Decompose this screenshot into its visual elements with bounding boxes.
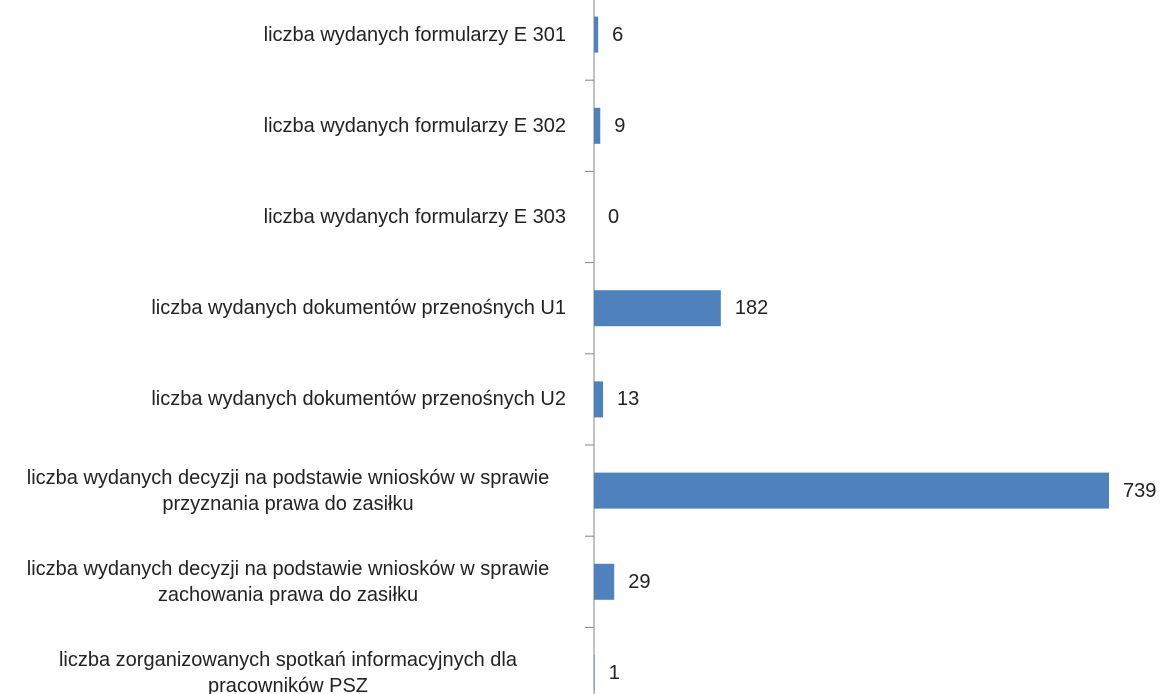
category-label: liczba wydanych decyzji na podstawie wni… <box>0 556 566 608</box>
category-label-text: liczba wydanych formularzy E 302 <box>263 114 566 137</box>
category-label: liczba wydanych formularzy E 302 <box>0 113 566 139</box>
category-label-text: liczba wydanych formularzy E 301 <box>263 23 566 46</box>
category-label-text: liczba wydanych formularzy E 303 <box>263 206 566 228</box>
data-label: 1 <box>609 660 620 686</box>
data-label-text: 182 <box>734 297 769 320</box>
category-label: liczba wydanych formularzy E 303 <box>0 204 566 230</box>
data-label-text: 1 <box>608 662 620 684</box>
category-label-text: liczba wydanych decyzji na podstawie wni… <box>26 557 550 606</box>
category-label: liczba wydanych dokumentów przenośnych U… <box>0 386 566 412</box>
bar <box>594 655 595 691</box>
data-label-text: 6 <box>612 23 624 46</box>
bar <box>594 563 615 600</box>
data-label-text: 29 <box>628 570 651 593</box>
bar <box>594 472 1109 509</box>
data-label: 182 <box>735 295 768 321</box>
bar <box>594 16 599 53</box>
data-label: 0 <box>608 204 619 230</box>
bar <box>594 381 604 418</box>
data-label: 29 <box>628 569 650 595</box>
category-label: liczba zorganizowanych spotkań informacy… <box>0 647 566 694</box>
data-label-text: 13 <box>617 388 640 411</box>
category-label: liczba wydanych decyzji na podstawie wni… <box>0 465 566 517</box>
category-label: liczba wydanych dokumentów przenośnych U… <box>0 295 566 321</box>
bar <box>594 290 721 327</box>
category-label-text: liczba zorganizowanych spotkań informacy… <box>58 649 517 694</box>
data-label: 739 <box>1123 478 1156 504</box>
category-label-text: liczba wydanych dokumentów przenośnych U… <box>151 388 566 411</box>
data-label: 6 <box>612 22 623 48</box>
data-label-text: 9 <box>614 114 626 137</box>
data-label: 9 <box>614 113 625 139</box>
category-label-text: liczba wydanych dokumentów przenośnych U… <box>151 297 566 320</box>
data-label: 13 <box>617 386 639 412</box>
data-label-text: 0 <box>608 206 620 228</box>
category-label-text: liczba wydanych decyzji na podstawie wni… <box>26 466 550 515</box>
data-label-text: 739 <box>1123 479 1157 502</box>
bar <box>594 107 601 144</box>
category-label: liczba wydanych formularzy E 301 <box>0 22 566 48</box>
